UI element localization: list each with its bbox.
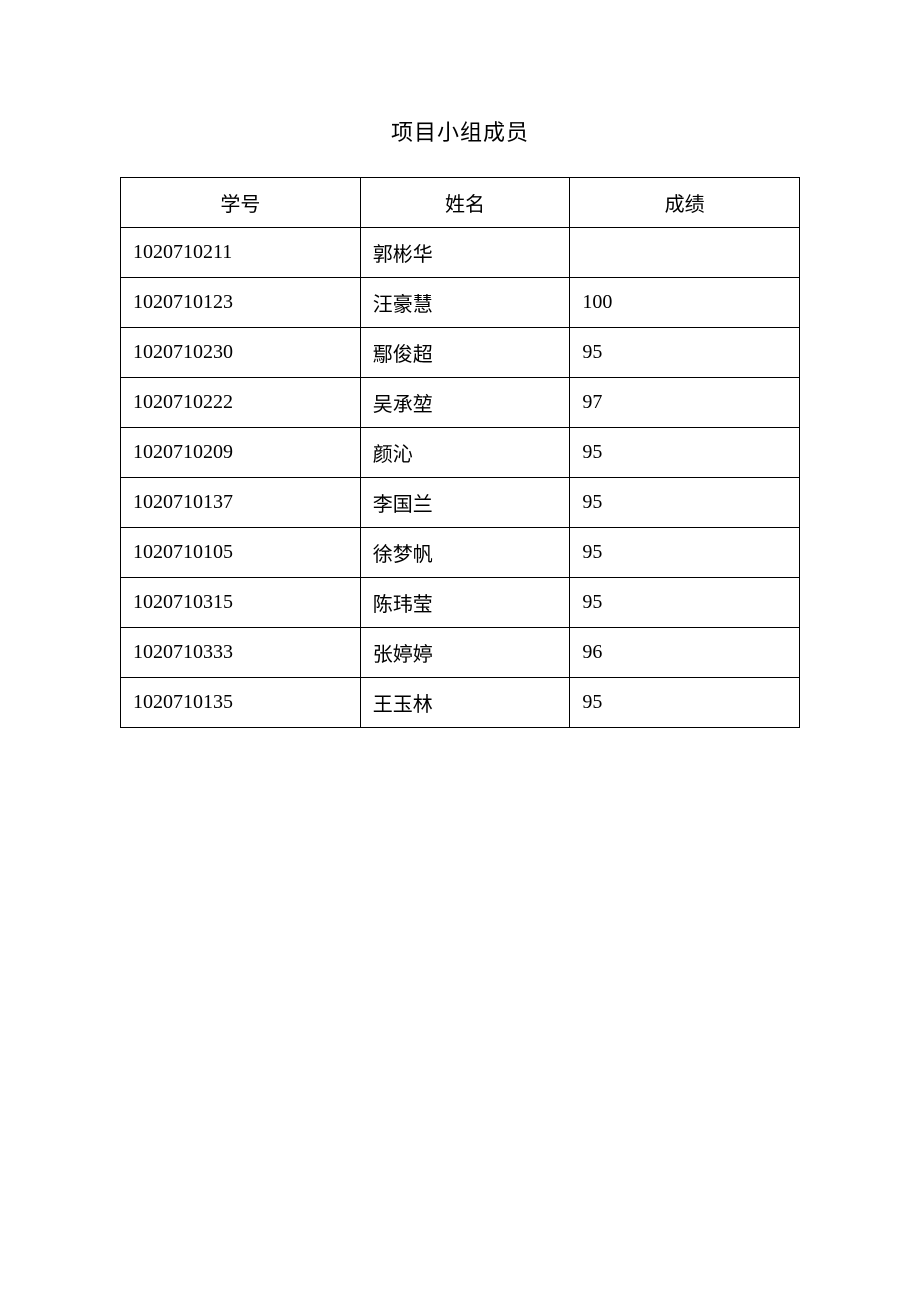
cell-name: 徐梦帆 (360, 528, 570, 578)
table-row: 1020710123 汪豪慧 100 (121, 278, 800, 328)
page-title: 项目小组成员 (0, 115, 920, 147)
table-row: 1020710211 郭彬华 (121, 228, 800, 278)
cell-score: 97 (570, 378, 800, 428)
cell-name: 王玉林 (360, 678, 570, 728)
members-table: 学号 姓名 成绩 1020710211 郭彬华 1020710123 汪豪慧 1… (120, 177, 800, 728)
cell-name: 颜沁 (360, 428, 570, 478)
table-row: 1020710333 张婷婷 96 (121, 628, 800, 678)
cell-score: 95 (570, 328, 800, 378)
cell-student-id: 1020710315 (121, 578, 361, 628)
header-name: 姓名 (360, 178, 570, 228)
cell-student-id: 1020710222 (121, 378, 361, 428)
table-row: 1020710230 鄢俊超 95 (121, 328, 800, 378)
cell-name: 郭彬华 (360, 228, 570, 278)
cell-student-id: 1020710230 (121, 328, 361, 378)
cell-student-id: 1020710123 (121, 278, 361, 328)
cell-student-id: 1020710209 (121, 428, 361, 478)
header-score: 成绩 (570, 178, 800, 228)
cell-score: 95 (570, 428, 800, 478)
table-header-row: 学号 姓名 成绩 (121, 178, 800, 228)
cell-score: 95 (570, 578, 800, 628)
cell-student-id: 1020710333 (121, 628, 361, 678)
cell-name: 陈玮莹 (360, 578, 570, 628)
cell-student-id: 1020710105 (121, 528, 361, 578)
cell-student-id: 1020710211 (121, 228, 361, 278)
table-row: 1020710315 陈玮莹 95 (121, 578, 800, 628)
cell-name: 吴承堃 (360, 378, 570, 428)
cell-name: 鄢俊超 (360, 328, 570, 378)
cell-name: 李国兰 (360, 478, 570, 528)
cell-score: 96 (570, 628, 800, 678)
cell-name: 汪豪慧 (360, 278, 570, 328)
table-row: 1020710222 吴承堃 97 (121, 378, 800, 428)
table-row: 1020710137 李国兰 95 (121, 478, 800, 528)
cell-score (570, 228, 800, 278)
table-row: 1020710105 徐梦帆 95 (121, 528, 800, 578)
cell-student-id: 1020710135 (121, 678, 361, 728)
cell-score: 95 (570, 478, 800, 528)
cell-score: 95 (570, 528, 800, 578)
cell-score: 95 (570, 678, 800, 728)
cell-name: 张婷婷 (360, 628, 570, 678)
cell-score: 100 (570, 278, 800, 328)
header-student-id: 学号 (121, 178, 361, 228)
table-row: 1020710135 王玉林 95 (121, 678, 800, 728)
cell-student-id: 1020710137 (121, 478, 361, 528)
table-row: 1020710209 颜沁 95 (121, 428, 800, 478)
